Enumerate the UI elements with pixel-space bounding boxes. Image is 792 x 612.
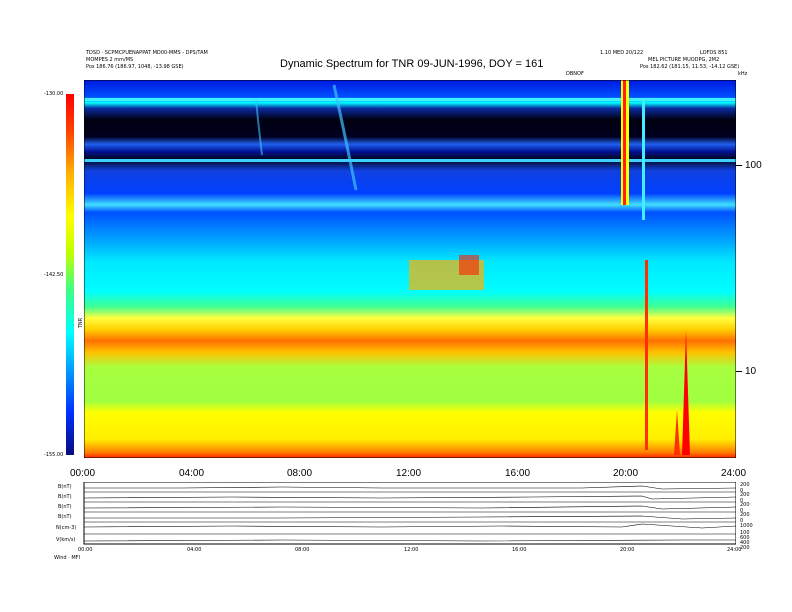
burst-feature-2: [623, 80, 626, 205]
header-right-line2: LOFDS 851: [700, 50, 728, 56]
line-feature-2: [84, 159, 736, 162]
trace-4: [84, 515, 736, 520]
panel-rtick-5: 200: [740, 502, 750, 508]
panel-xtick-4: 16:00: [512, 547, 527, 553]
panel-xtick-5: 20:00: [620, 547, 635, 553]
trace-1: [84, 485, 736, 490]
line-feature-1: [84, 98, 736, 101]
panel-rtick-7: 200: [740, 512, 750, 518]
x-tick-2: 08:00: [287, 468, 313, 479]
y-tick-mark-100: [736, 165, 742, 166]
panel-xtick-6: 24:00: [727, 547, 742, 553]
trace-3: [83, 505, 736, 510]
panel-xtick-0: 00:00: [78, 547, 93, 553]
panel-rtick-3: 200: [740, 492, 750, 498]
burst-feature-6: [674, 410, 680, 455]
burst-feature-3: [642, 100, 645, 220]
x-tick-6: 24:00: [721, 468, 747, 479]
x-tick-3: 12:00: [396, 468, 422, 479]
trace-5: [83, 523, 736, 529]
panel-label-5: N(cm-3): [56, 525, 77, 531]
panel-xtick-3: 12:00: [404, 547, 419, 553]
x-tick-0: 00:00: [70, 468, 96, 479]
x-tick-1: 04:00: [179, 468, 205, 479]
panel-rtick-6: 0: [740, 508, 744, 514]
panels-frame: [83, 482, 736, 545]
header-mid-mark: DBNOF: [566, 71, 584, 77]
panel-label-6: V(km/s): [56, 537, 76, 543]
colorbar-tick-top: -130.00: [44, 91, 64, 97]
y-tick-10: 10: [745, 366, 757, 377]
panel-xtick-1: 04:00: [187, 547, 202, 553]
x-tick-4: 16:00: [505, 468, 531, 479]
colorbar-tick-bottom: -155.00: [44, 452, 64, 458]
panel-rtick-8: 0: [740, 518, 744, 524]
header-left-line2: MOMPES 2 mm/MS: [86, 57, 134, 63]
panel-rtick-11: 600: [740, 535, 750, 541]
panel-rtick-2: 0: [740, 488, 744, 494]
header-right-line4: Pos 182.62 (181.15, 11.53, -14.12 GSE): [640, 64, 740, 70]
trace-6: [83, 539, 736, 542]
colorbar: [66, 94, 74, 455]
panel-rtick-1: 200: [740, 482, 750, 488]
band-feature-2: [459, 255, 479, 275]
header-right-line3: MEL PICTURE MUODPG, 2M2: [648, 57, 720, 63]
header-left-line1: TDSD · SCPMCPUENAPPAT MD00-MMS - DPS/TAM: [86, 50, 208, 56]
streak-2: [255, 99, 263, 156]
panel-xtick-2: 08:00: [295, 547, 310, 553]
trace-2: [83, 495, 736, 500]
panel-label-3: B(nT): [58, 504, 72, 510]
panel-rtick-4: 0: [740, 498, 744, 504]
burst-feature-4: [645, 260, 648, 450]
panel-rtick-13: 200: [740, 545, 750, 551]
y-tick-mark-10: [736, 371, 742, 372]
y-tick-100: 100: [745, 160, 762, 171]
spectrogram: [84, 80, 736, 458]
panel-footer: Wind · MFI: [54, 555, 80, 561]
units-label: kHz: [738, 71, 748, 77]
timeseries-panels: [83, 482, 736, 545]
x-tick-5: 20:00: [613, 468, 639, 479]
header-right-line1: 1.10 MED 20/122: [600, 50, 644, 56]
panel-label-1: B(nT): [58, 484, 72, 490]
panel-label-2: B(nT): [58, 494, 72, 500]
streak-1: [332, 84, 358, 191]
colorbar-tick-mid: -142.50: [44, 272, 64, 278]
panel-rtick-10: 100: [740, 530, 750, 536]
header-left-line3: Pos 186.76 (186.97, 1048, -13.98 GSE): [86, 64, 184, 70]
chart-title: Dynamic Spectrum for TNR 09-JUN-1996, DO…: [280, 58, 544, 70]
panel-rtick-9: 1000: [740, 523, 753, 529]
burst-feature-5: [682, 330, 690, 455]
panel-rtick-12: 400: [740, 540, 750, 546]
panel-label-4: B(nT): [58, 514, 72, 520]
